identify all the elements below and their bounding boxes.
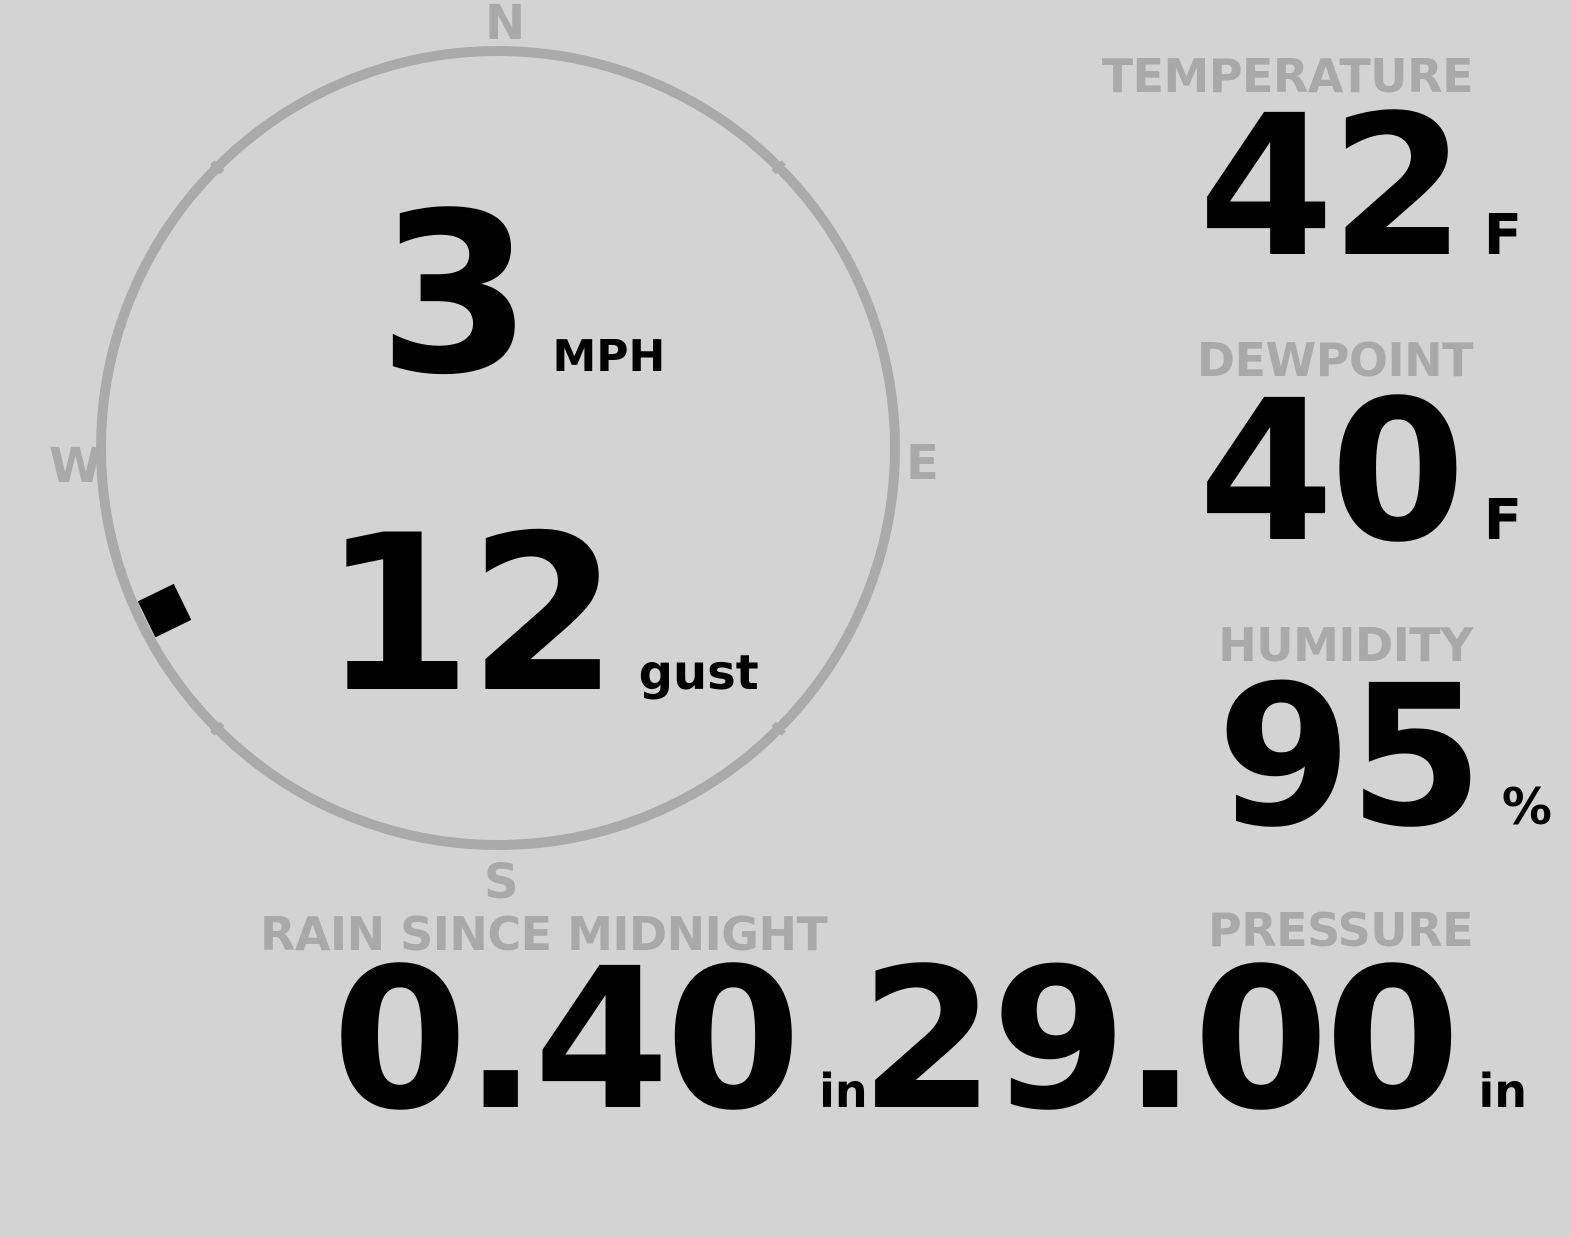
wind-speed-value: 3: [378, 166, 532, 424]
compass-east-label: E: [906, 435, 939, 491]
wind-direction-marker-icon: [137, 583, 192, 638]
temperature-unit: F: [1483, 203, 1522, 268]
temperature-value: 42: [1198, 73, 1465, 300]
compass-north-label: N: [485, 0, 526, 51]
pressure-unit: in: [1478, 1064, 1527, 1118]
compass-tick: [771, 160, 786, 175]
rain-reading: 0.40 in: [332, 942, 868, 1137]
compass-tick: [210, 721, 225, 736]
dewpoint-label: DEWPOINT: [1196, 333, 1474, 387]
compass-tick: [771, 721, 786, 736]
compass-west-label: W: [49, 438, 102, 494]
dewpoint-reading: 40 F: [1198, 374, 1522, 569]
dewpoint-value: 40: [1198, 358, 1465, 585]
pressure-reading: 29.00 in: [860, 942, 1527, 1137]
wind-gust-value: 12: [322, 489, 619, 740]
humidity-value: 95: [1216, 643, 1484, 870]
compass-south-label: S: [484, 854, 519, 910]
humidity-unit: %: [1501, 778, 1552, 836]
rain-value: 0.40: [332, 926, 801, 1153]
wind-speed: 3 MPH: [378, 184, 665, 406]
rain-unit: in: [819, 1064, 868, 1118]
dewpoint-unit: F: [1483, 488, 1522, 553]
wind-speed-unit: MPH: [552, 331, 666, 382]
pressure-label: PRESSURE: [1208, 903, 1473, 957]
compass-ticks: [210, 160, 786, 736]
temperature-reading: 42 F: [1198, 89, 1522, 284]
pressure-value: 29.00: [859, 926, 1461, 1153]
temperature-label: TEMPERATURE: [1101, 49, 1474, 103]
compass-ring: [96, 46, 900, 850]
compass-tick: [210, 160, 225, 175]
rain-label: RAIN SINCE MIDNIGHT: [260, 907, 828, 961]
humidity-label: HUMIDITY: [1218, 618, 1473, 672]
wind-gust-label: gust: [638, 645, 759, 701]
wind-gust: 12 gust: [322, 507, 759, 723]
humidity-reading: 95 %: [1217, 659, 1552, 854]
